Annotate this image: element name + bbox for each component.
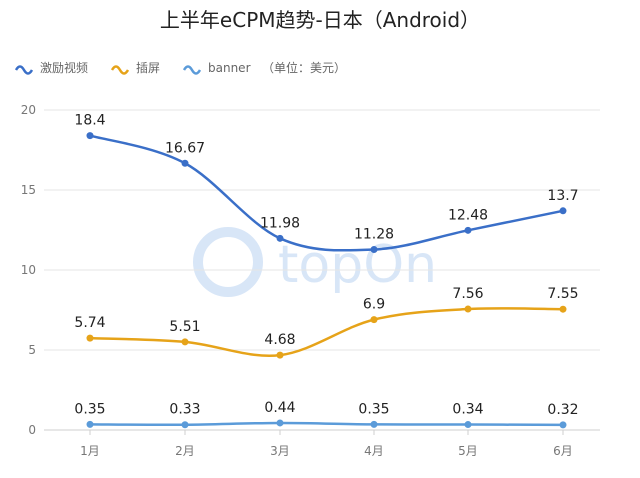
data-label: 5.74: [74, 315, 105, 331]
series-group: [86, 132, 567, 429]
data-label: 0.35: [74, 401, 105, 417]
data-point: [276, 234, 284, 242]
x-tick-label: 5月: [458, 444, 478, 458]
data-point: [276, 351, 284, 359]
data-point: [181, 421, 189, 429]
data-labels: 18.4 16.67 11.98 11.28 12.48 13.7 5.74 5.51 4.68…: [74, 113, 578, 418]
series-line-1: [89, 307, 564, 357]
data-label: 12.48: [448, 207, 488, 223]
data-label: 11.98: [260, 215, 300, 231]
data-label: 6.9: [363, 297, 385, 313]
y-tick-label: 0: [28, 423, 36, 437]
data-point: [370, 316, 378, 324]
legend-swatch: [14, 65, 34, 75]
x-axis: 1月 2月 3月 4月 5月 6月: [80, 430, 573, 458]
data-point: [276, 419, 284, 427]
legend-label: 插屏: [136, 61, 160, 75]
legend-swatch: [182, 65, 202, 75]
data-point: [86, 334, 94, 342]
x-tick-label: 2月: [175, 444, 195, 458]
data-label: 7.55: [547, 286, 578, 302]
data-point: [370, 246, 378, 254]
watermark: topOn: [193, 227, 437, 297]
data-label: 0.35: [358, 401, 389, 417]
chart-title: 上半年eCPM趋势-日本（Android）: [160, 8, 480, 32]
data-label: 16.67: [165, 140, 205, 156]
y-tick-label: 15: [21, 183, 36, 197]
series-line-0: [89, 134, 564, 252]
y-tick-label: 10: [21, 263, 36, 277]
legend-label: 激励视频: [40, 60, 88, 75]
data-label: 7.56: [452, 286, 483, 302]
data-label: 0.34: [452, 402, 483, 418]
data-point: [559, 207, 567, 215]
data-point: [464, 226, 472, 234]
y-tick-label: 20: [21, 103, 36, 117]
grid: [44, 109, 600, 431]
unit-note: （单位：美元）: [262, 60, 346, 75]
data-label: 5.51: [169, 319, 200, 335]
x-tick-label: 1月: [80, 444, 100, 458]
legend-swatch: [110, 65, 130, 75]
data-point: [181, 338, 189, 346]
data-point: [370, 420, 378, 428]
x-tick-label: 6月: [553, 444, 573, 458]
data-label: 11.28: [354, 227, 394, 243]
legend-label: banner: [208, 61, 251, 75]
y-tick-label: 5: [28, 343, 36, 357]
data-label: 0.33: [169, 402, 200, 418]
data-point: [559, 421, 567, 429]
data-point: [86, 132, 94, 140]
x-tick-label: 3月: [270, 444, 290, 458]
data-point: [181, 159, 189, 167]
legend: 激励视频 插屏 banner: [14, 60, 251, 75]
x-tick-label: 4月: [364, 444, 384, 458]
watermark-logo-icon: [193, 227, 263, 297]
data-label: 4.68: [264, 332, 295, 348]
data-point: [464, 421, 472, 429]
data-point: [86, 420, 94, 428]
y-axis: 0 5 10 15 20: [21, 103, 36, 437]
data-point: [559, 305, 567, 313]
data-label: 0.44: [264, 400, 295, 416]
series-line-2: [89, 421, 564, 427]
data-label: 0.32: [547, 402, 578, 418]
data-point: [464, 305, 472, 313]
data-label: 13.7: [547, 188, 578, 204]
data-label: 18.4: [74, 113, 105, 129]
